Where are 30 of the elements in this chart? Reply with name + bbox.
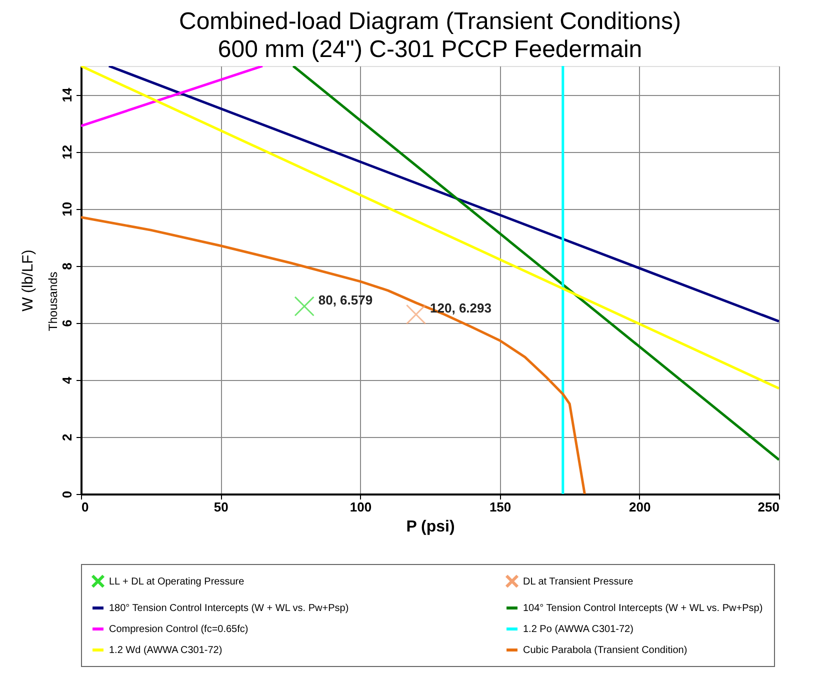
legend-label: Compresion Control (fc=0.65fc): [109, 624, 248, 635]
data-label: 80, 6.579: [318, 292, 373, 308]
x-tick-label: 50: [214, 500, 228, 514]
chart-subtitle: 600 mm (24") C-301 PCCP Feedermain: [218, 36, 642, 63]
y-tick-label: 0: [60, 490, 74, 498]
legend-label: 104° Tension Control Intercepts (W + WL vs. Pw+Psp): [523, 603, 763, 614]
text: Thousands: [46, 272, 60, 332]
y-axis-title: W (lb/LF): [20, 250, 36, 312]
y-tick-label: 2: [60, 434, 74, 442]
x-tick-label: 250: [758, 500, 780, 514]
line-series: [81, 216, 586, 494]
legend-label: 1.2 Wd (AWWA C301-72): [109, 645, 222, 656]
y-tick-label: 6: [60, 320, 74, 327]
x-tick-label: 200: [629, 500, 651, 514]
legend-label: 180° Tension Control Intercepts (W + WL vs. Pw+Psp): [109, 603, 349, 614]
y-tick-label: 10: [60, 202, 74, 216]
x-tick-label: 0: [82, 500, 89, 514]
x-tick-label: 100: [350, 500, 372, 514]
y-tick-label: 14: [60, 87, 74, 102]
legend-label: DL at Transient Pressure: [523, 576, 634, 588]
legend-label: LL + DL at Operating Pressure: [109, 576, 245, 588]
x-axis-title: P (psi): [406, 518, 455, 536]
y-tick-label: 8: [60, 262, 74, 270]
legend-label: Cubic Parabola (Transient Condition): [523, 645, 688, 656]
x-tick-label: 150: [489, 500, 512, 514]
legend-label: 1.2 Po (AWWA C301-72): [523, 624, 634, 635]
y-tick-label: 12: [60, 144, 74, 160]
chart-title: Combined-load Diagram (Transient Conditions): [179, 8, 681, 35]
data-label: 120, 6.293: [430, 300, 492, 316]
y-tick-label: 4: [60, 376, 74, 384]
